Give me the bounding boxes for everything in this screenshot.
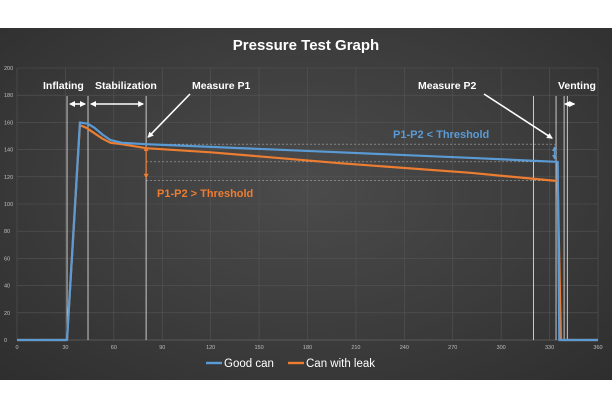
legend-label-can-with-leak: Can with leak — [306, 358, 375, 370]
x-tick-label-180: 180 — [303, 345, 312, 351]
x-tick-label-150: 150 — [254, 345, 263, 351]
x-tick-label-90: 90 — [159, 345, 165, 351]
annotation-leak-threshold: P1-P2 > Threshold — [157, 188, 253, 200]
x-tick-label-210: 210 — [351, 345, 360, 351]
y-axis-ticks: 0 20 40 60 80 100 120 140 160 180 200 — [4, 66, 13, 344]
series-line-good-can — [17, 121, 598, 342]
y-tick-label-180: 180 — [4, 93, 13, 99]
y-tick-label-60: 60 — [4, 256, 10, 262]
annotation-good-threshold: P1-P2 < Threshold — [393, 129, 489, 141]
x-tick-label-270: 270 — [448, 345, 457, 351]
phase-label-inflating: Inflating — [43, 80, 84, 92]
y-tick-label-40: 40 — [4, 284, 10, 290]
gridlines — [16, 67, 599, 341]
chart-title: Pressure Test Graph — [233, 37, 379, 54]
y-tick-label-0: 0 — [4, 338, 7, 344]
measure-p2-pointer-arrow — [483, 93, 553, 139]
y-tick-label-100: 100 — [4, 202, 13, 208]
phase-label-measure-p2: Measure P2 — [418, 80, 477, 92]
y-tick-label-20: 20 — [4, 311, 10, 317]
y-tick-label-140: 140 — [4, 148, 13, 154]
y-tick-label-160: 160 — [4, 120, 13, 126]
y-tick-label-80: 80 — [4, 229, 10, 235]
x-tick-label-120: 120 — [206, 345, 215, 351]
phase-label-venting: Venting — [558, 80, 596, 92]
x-tick-label-300: 300 — [497, 345, 506, 351]
measure-p1-pointer-arrow — [147, 93, 191, 138]
x-tick-label-330: 330 — [545, 345, 554, 351]
x-tick-label-240: 240 — [400, 345, 409, 351]
phase-markers — [66, 96, 568, 340]
phase-label-stabilization: Stabilization — [95, 80, 157, 92]
legend-label-good-can: Good can — [224, 358, 274, 370]
phase-label-measure-p1: Measure P1 — [192, 80, 251, 92]
x-axis-ticks: 0 30 60 90 120 150 180 210 240 270 300 330 360 — [15, 345, 602, 351]
pressure-chart: Pressure Test Graph 0 20 40 60 80 100 120 140 16… — [4, 37, 603, 370]
y-tick-label-120: 120 — [4, 175, 13, 181]
x-tick-label-60: 60 — [111, 345, 117, 351]
x-tick-label-360: 360 — [593, 345, 602, 351]
x-tick-label-0: 0 — [15, 345, 18, 351]
y-tick-label-200: 200 — [4, 66, 13, 72]
x-tick-label-30: 30 — [62, 345, 68, 351]
chart-panel: Pressure Test Graph 0 20 40 60 80 100 120 140 16… — [0, 28, 612, 380]
